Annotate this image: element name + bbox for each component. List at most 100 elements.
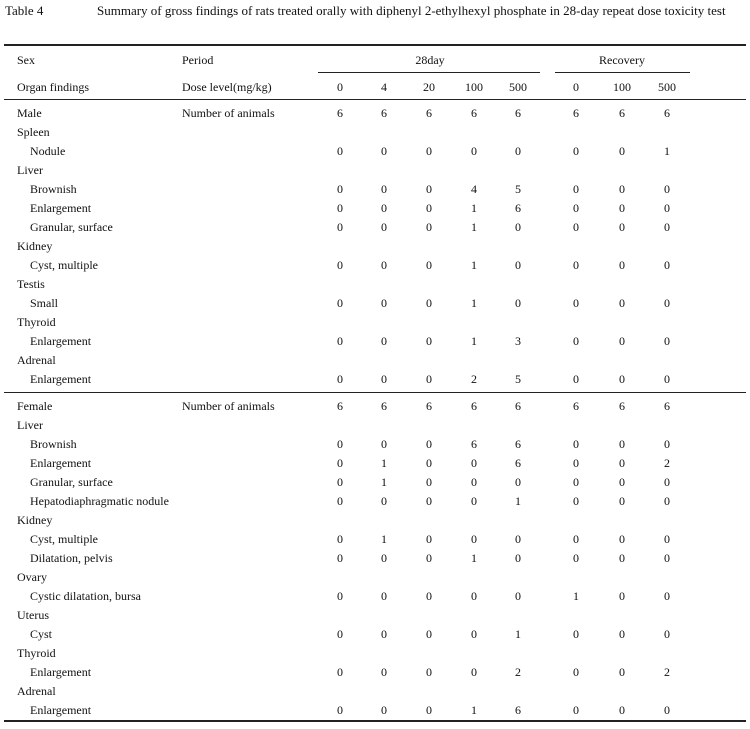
- finding-count: 0: [381, 182, 387, 196]
- finding-count: 0: [426, 475, 432, 489]
- finding-count: 0: [664, 494, 670, 508]
- finding-count: 1: [381, 532, 387, 546]
- finding-count: 0: [426, 220, 432, 234]
- dose: 0: [573, 80, 579, 94]
- finding-count: 0: [619, 456, 625, 470]
- animals-count: 6: [573, 106, 579, 120]
- finding-count: 4: [471, 182, 477, 196]
- finding-count: 6: [471, 437, 477, 451]
- animals-count: 6: [337, 399, 343, 413]
- finding-count: 0: [381, 220, 387, 234]
- finding-count: 6: [515, 456, 521, 470]
- finding-count: 0: [381, 372, 387, 386]
- section-rule: [4, 392, 746, 393]
- finding-count: 0: [471, 665, 477, 679]
- finding-label: Granular, surface: [30, 220, 113, 234]
- animals-count: 6: [515, 106, 521, 120]
- finding-count: 0: [337, 144, 343, 158]
- finding-count: 0: [664, 437, 670, 451]
- dose: 4: [381, 80, 387, 94]
- animals-count: 6: [619, 399, 625, 413]
- finding-count: 0: [337, 220, 343, 234]
- finding-count: 0: [337, 372, 343, 386]
- finding-count: 0: [426, 551, 432, 565]
- header-rule: [4, 99, 746, 100]
- finding-count: 0: [664, 475, 670, 489]
- finding-count: 0: [515, 475, 521, 489]
- organ-label: Thyroid: [17, 646, 56, 660]
- finding-count: 0: [337, 258, 343, 272]
- finding-count: 0: [426, 296, 432, 310]
- group-rule: [555, 72, 690, 73]
- finding-count: 0: [381, 665, 387, 679]
- dose: 500: [509, 80, 527, 94]
- finding-count: 0: [619, 372, 625, 386]
- header-group: 28day: [415, 53, 445, 67]
- finding-label: Enlargement: [30, 703, 92, 717]
- organ-label: Ovary: [17, 570, 47, 584]
- finding-count: 0: [381, 589, 387, 603]
- animals-count: 6: [426, 399, 432, 413]
- finding-count: 0: [573, 532, 579, 546]
- finding-count: 0: [381, 258, 387, 272]
- finding-count: 0: [619, 334, 625, 348]
- finding-count: 0: [337, 551, 343, 565]
- finding-count: 0: [426, 201, 432, 215]
- animals-count: 6: [664, 106, 670, 120]
- finding-count: 0: [426, 703, 432, 717]
- finding-count: 0: [573, 334, 579, 348]
- finding-count: 0: [337, 589, 343, 603]
- finding-label: Hepatodiaphragmatic nodule: [30, 494, 169, 508]
- finding-count: 0: [381, 334, 387, 348]
- finding-count: 0: [337, 494, 343, 508]
- finding-label: Nodule: [30, 144, 66, 158]
- finding-count: 0: [426, 144, 432, 158]
- finding-count: 0: [573, 201, 579, 215]
- finding-count: 0: [381, 144, 387, 158]
- finding-count: 0: [471, 532, 477, 546]
- finding-count: 0: [573, 182, 579, 196]
- organ-label: Liver: [17, 418, 43, 432]
- finding-count: 1: [471, 201, 477, 215]
- finding-count: 0: [426, 334, 432, 348]
- animals-count: 6: [337, 106, 343, 120]
- finding-count: 1: [471, 703, 477, 717]
- finding-count: 0: [381, 494, 387, 508]
- organ-label: Uterus: [17, 608, 49, 622]
- finding-count: 0: [573, 475, 579, 489]
- finding-count: 0: [573, 627, 579, 641]
- finding-count: 0: [426, 589, 432, 603]
- finding-count: 0: [515, 144, 521, 158]
- finding-count: 0: [471, 494, 477, 508]
- finding-count: 0: [337, 437, 343, 451]
- finding-label: Small: [30, 296, 59, 310]
- finding-count: 0: [664, 182, 670, 196]
- finding-count: 0: [664, 334, 670, 348]
- finding-count: 0: [337, 627, 343, 641]
- animals-count: 6: [426, 106, 432, 120]
- finding-count: 1: [471, 296, 477, 310]
- finding-count: 0: [381, 201, 387, 215]
- finding-count: 0: [337, 665, 343, 679]
- header-organ: Organ findings: [17, 80, 90, 94]
- finding-count: 3: [515, 334, 521, 348]
- finding-count: 0: [381, 296, 387, 310]
- finding-count: 0: [515, 296, 521, 310]
- animals-count: 6: [471, 106, 477, 120]
- sex-label: Female: [17, 399, 53, 413]
- finding-count: 0: [381, 551, 387, 565]
- finding-label: Cystic dilatation, bursa: [30, 589, 141, 603]
- top-rule: [4, 44, 746, 46]
- finding-count: 0: [515, 258, 521, 272]
- finding-count: 0: [664, 551, 670, 565]
- finding-count: 0: [664, 532, 670, 546]
- finding-count: 0: [426, 456, 432, 470]
- organ-label: Thyroid: [17, 315, 56, 329]
- animals-count: 6: [381, 399, 387, 413]
- finding-count: 0: [664, 703, 670, 717]
- finding-count: 0: [619, 627, 625, 641]
- finding-count: 0: [619, 182, 625, 196]
- finding-count: 1: [515, 627, 521, 641]
- finding-count: 1: [664, 144, 670, 158]
- finding-count: 1: [573, 589, 579, 603]
